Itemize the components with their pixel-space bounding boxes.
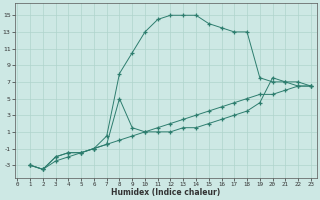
X-axis label: Humidex (Indice chaleur): Humidex (Indice chaleur) <box>111 188 221 197</box>
